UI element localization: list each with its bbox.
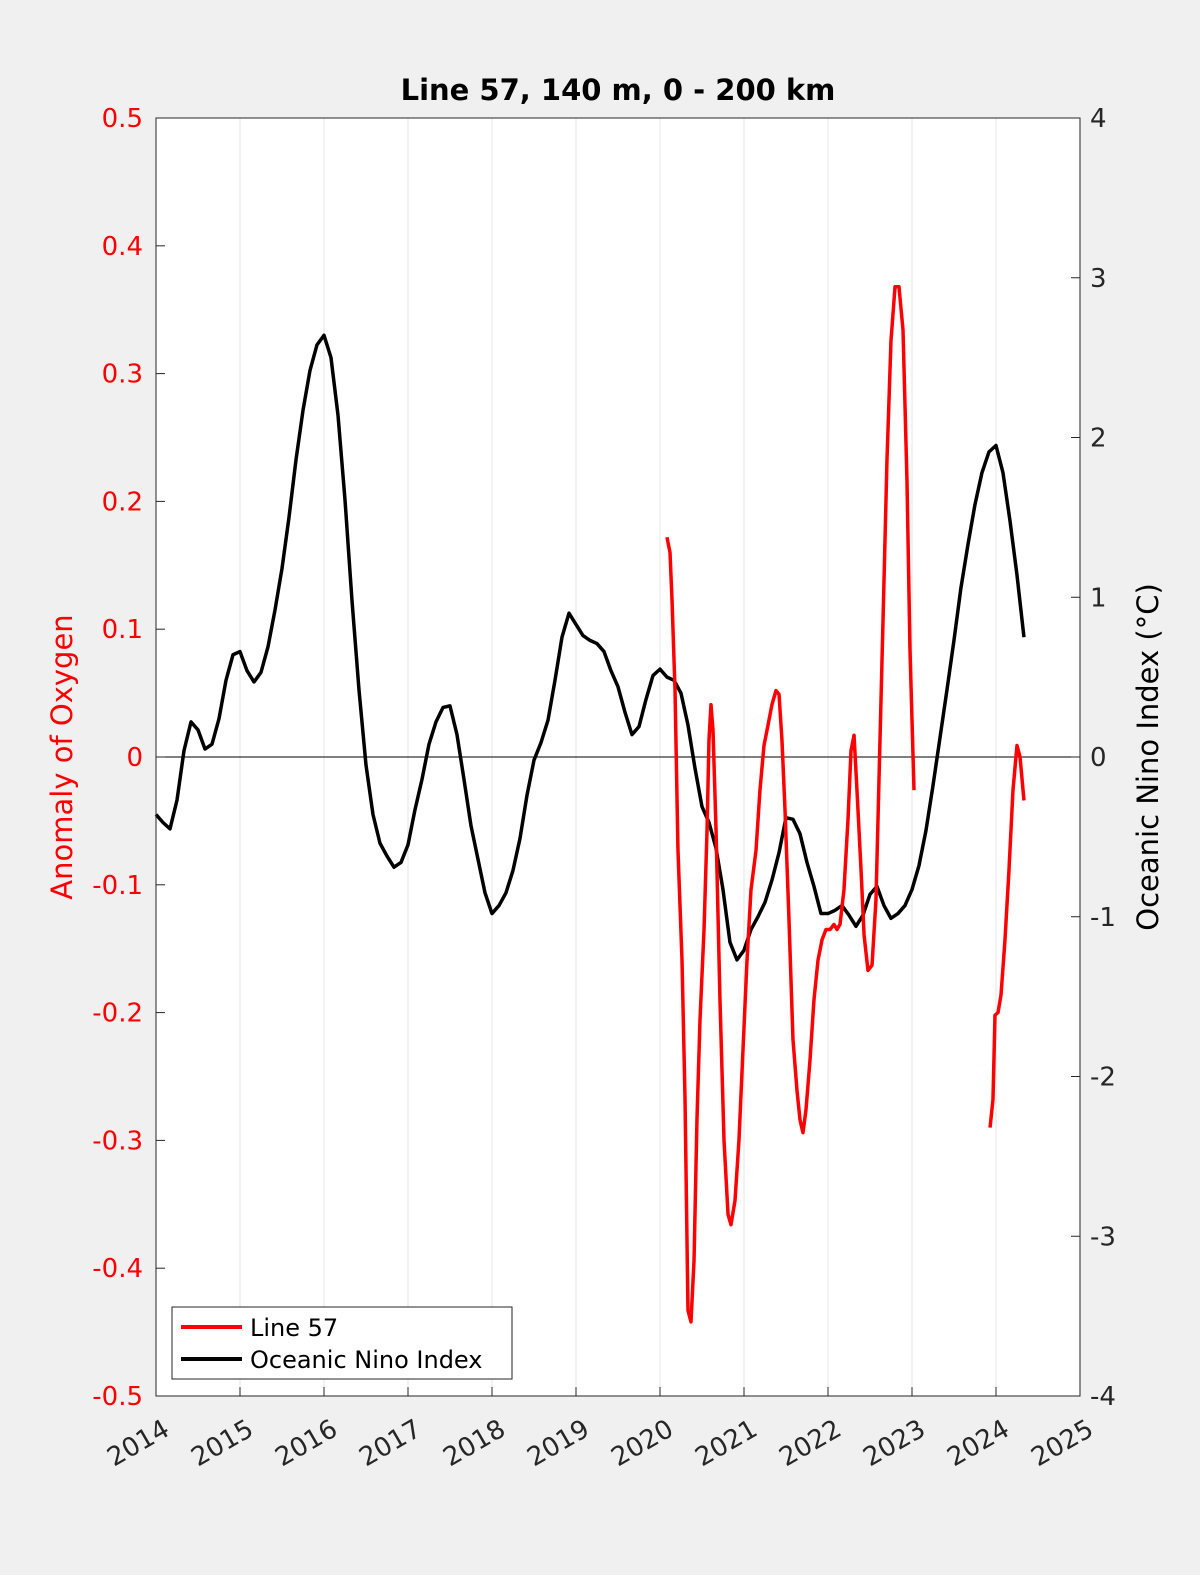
- y-left-tick-label: -0.3: [92, 1126, 143, 1156]
- y-left-tick-label: 0.4: [102, 232, 143, 262]
- x-tick-label: 2016: [270, 1414, 342, 1473]
- y-right-tick-label: 1: [1090, 583, 1107, 613]
- y-left-tick-label: 0.1: [102, 615, 143, 645]
- y-left-tick-label: -0.2: [92, 999, 143, 1029]
- y-right-tick-label: -4: [1090, 1382, 1116, 1412]
- x-tick-label: 2015: [186, 1414, 258, 1473]
- y-left-tick-label: -0.1: [92, 871, 143, 901]
- line57-segment-0: [665, 284, 916, 1324]
- y-left-tick-label: 0.3: [102, 360, 143, 390]
- y-right-tick-label: -2: [1090, 1063, 1116, 1093]
- y-right-label: Oceanic Nino Index (°C): [1131, 583, 1165, 931]
- y-right-tick-label: 3: [1090, 264, 1107, 294]
- y-right-tick-label: 4: [1090, 104, 1107, 134]
- y-left-tick-label: 0.5: [102, 104, 143, 134]
- x-tick-label: 2025: [1026, 1414, 1098, 1473]
- x-tick-label: 2022: [774, 1414, 846, 1473]
- y-right-tick-label: -3: [1090, 1222, 1116, 1252]
- legend-label-line57: Line 57: [250, 1314, 338, 1342]
- chart-title: Line 57, 140 m, 0 - 200 km: [401, 73, 836, 107]
- x-tick-label: 2018: [438, 1414, 510, 1473]
- x-tick-label: 2024: [942, 1414, 1014, 1473]
- x-tick-label: 2017: [354, 1414, 426, 1473]
- legend: Line 57 Oceanic Nino Index: [171, 1306, 513, 1380]
- x-tick-label: 2021: [690, 1414, 762, 1473]
- x-tick-label: 2020: [606, 1414, 678, 1473]
- x-tick-label: 2023: [858, 1414, 930, 1473]
- y-left-tick-label: 0: [126, 743, 143, 773]
- y-left-tick-label: 0.2: [102, 487, 143, 517]
- y-left-tick-label: -0.4: [92, 1254, 143, 1284]
- legend-label-oni: Oceanic Nino Index: [250, 1346, 482, 1374]
- x-tick-label: 2019: [522, 1414, 594, 1473]
- y-right-tick-label: -1: [1090, 903, 1116, 933]
- y-left-label: Anomaly of Oxygen: [45, 614, 79, 899]
- oni-line: [154, 333, 1026, 962]
- line57-segment-1: [988, 743, 1026, 1128]
- x-tick-label: 2014: [102, 1414, 174, 1473]
- y-right-tick-label: 2: [1090, 424, 1107, 454]
- y-right-tick-label: 0: [1090, 743, 1107, 773]
- y-left-tick-label: -0.5: [92, 1382, 143, 1412]
